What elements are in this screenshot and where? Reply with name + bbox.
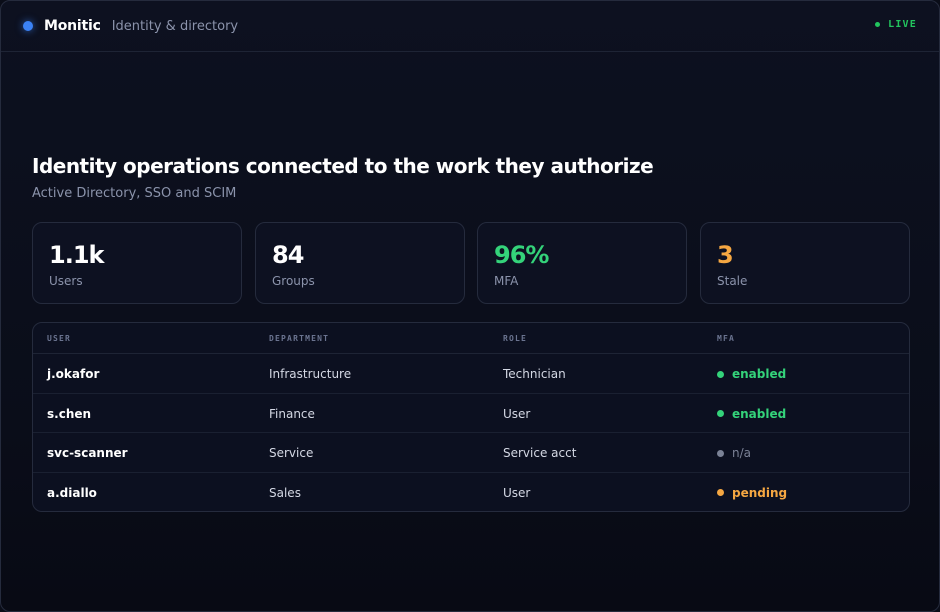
live-dot-icon	[875, 22, 881, 27]
table-row[interactable]: svc-scanner Service Service acct n/a	[33, 433, 909, 473]
status-dot-icon	[717, 489, 724, 496]
mfa-status-label: enabled	[732, 367, 787, 381]
cell-user: j.okafor	[47, 367, 100, 381]
stat-label: MFA	[494, 274, 519, 288]
column-header-role: ROLE	[503, 334, 528, 343]
mfa-status: enabled	[717, 407, 786, 421]
column-header-mfa: MFA	[717, 334, 736, 343]
brand-logo-icon	[23, 21, 33, 31]
top-bar: Monitic Identity & directory LIVE	[1, 1, 939, 52]
cell-department: Finance	[269, 406, 315, 421]
cell-user: svc-scanner	[47, 446, 128, 460]
table-row[interactable]: s.chen Finance User enabled	[33, 394, 909, 433]
live-status-badge: LIVE	[875, 19, 917, 30]
cell-role: Service acct	[503, 446, 577, 460]
mfa-status-label: enabled	[732, 406, 787, 421]
stat-value: 3	[717, 241, 734, 269]
stats-row: 1.1k Users 84 Groups 96% MFA 3 Stale	[32, 222, 910, 304]
stat-card-users: 1.1k Users	[32, 222, 242, 304]
stat-label: Groups	[272, 274, 315, 288]
cell-department: Infrastructure	[269, 367, 352, 381]
column-header-department: DEPARTMENT	[269, 334, 330, 343]
table-row[interactable]: j.okafor Infrastructure Technician enabl…	[33, 354, 909, 394]
page-subtitle: Active Directory, SSO and SCIM	[32, 186, 237, 201]
mfa-status: enabled	[717, 367, 786, 381]
stat-label: Users	[49, 274, 83, 288]
users-table: USER DEPARTMENT ROLE MFA j.okafor Infras…	[32, 322, 910, 512]
stat-value: 84	[272, 241, 304, 269]
brand-name[interactable]: Monitic	[44, 18, 101, 34]
cell-user: a.diallo	[47, 485, 97, 500]
cell-user: s.chen	[47, 406, 92, 421]
cell-role: Technician	[503, 367, 566, 381]
stat-card-groups: 84 Groups	[255, 222, 465, 304]
stat-value: 1.1k	[49, 241, 104, 269]
live-status-label: LIVE	[888, 19, 917, 30]
mfa-status: pending	[717, 486, 787, 500]
stat-label: Stale	[717, 274, 748, 288]
stat-value: 96%	[494, 241, 549, 269]
mfa-status: n/a	[717, 446, 751, 460]
mfa-status-label: n/a	[732, 446, 752, 460]
table-row[interactable]: a.diallo Sales User pending	[33, 473, 909, 512]
section-subtitle: Identity & directory	[111, 18, 239, 34]
cell-department: Sales	[269, 485, 301, 500]
column-header-user: USER	[47, 334, 72, 343]
table-header: USER DEPARTMENT ROLE MFA	[33, 323, 909, 354]
mfa-status-label: pending	[732, 485, 788, 500]
page-title: Identity operations connected to the wor…	[32, 154, 654, 178]
cell-department: Service	[269, 446, 314, 460]
status-dot-icon	[717, 370, 724, 378]
stat-card-mfa: 96% MFA	[477, 222, 687, 304]
stat-card-stale: 3 Stale	[700, 222, 910, 304]
cell-role: User	[503, 406, 531, 421]
status-dot-icon	[717, 410, 724, 417]
status-dot-icon	[717, 449, 724, 457]
cell-role: User	[503, 485, 531, 500]
